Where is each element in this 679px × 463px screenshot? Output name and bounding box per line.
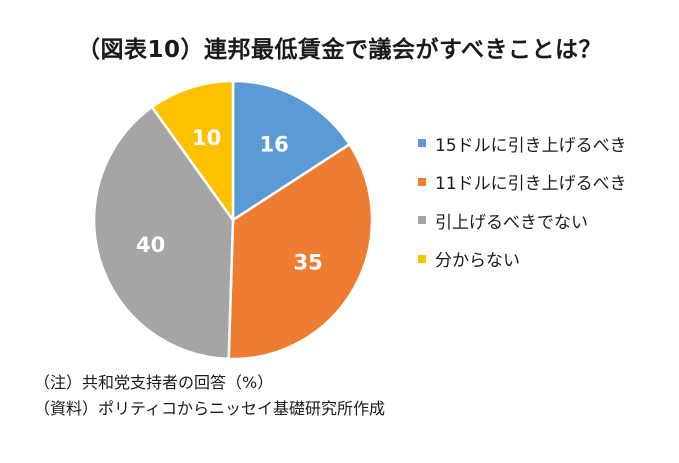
pie-slice-11-dollar — [227, 142, 374, 361]
legend-swatch — [418, 216, 426, 225]
legend-swatch — [418, 139, 426, 148]
data-label: 35 — [293, 250, 322, 274]
chart-notes: （注）共和党支持者の回答（%） （資料）ポリティコからニッセイ基礎研究所作成 — [34, 370, 385, 422]
source-text: （資料）ポリティコからニッセイ基礎研究所作成 — [34, 399, 386, 418]
legend-label: 15ドルに引き上げるべき — [435, 135, 627, 156]
legend-item-dont-know: 分からない — [418, 240, 627, 279]
chart-title: （図表10）連邦最低賃金で議会がすべきことは？ — [77, 37, 602, 63]
legend-item-no-raise: 引上げるべきでない — [418, 201, 627, 240]
legend-item-11-dollar: 11ドルに引き上げるべき — [418, 163, 627, 202]
data-label: 16 — [259, 132, 288, 156]
pie-slice-no-raise — [92, 105, 235, 361]
note-text: （注）共和党支持者の回答（%） — [34, 373, 274, 392]
legend-item-15-dollar: 15ドルに引き上げるべき — [418, 124, 627, 163]
legend-swatch — [418, 254, 426, 263]
legend: 15ドルに引き上げるべき 11ドルに引き上げるべき 引上げるべきでない 分からな… — [418, 124, 627, 278]
pie-slice-dont-know — [150, 79, 235, 224]
pie-slice-15-dollar — [231, 79, 352, 223]
legend-label: 引上げるべきでない — [435, 212, 588, 233]
data-label: 10 — [192, 126, 221, 150]
legend-label: 分からない — [435, 251, 520, 272]
legend-swatch — [418, 177, 426, 186]
legend-label: 11ドルに引き上げるべき — [435, 174, 627, 195]
data-label: 40 — [136, 233, 165, 257]
